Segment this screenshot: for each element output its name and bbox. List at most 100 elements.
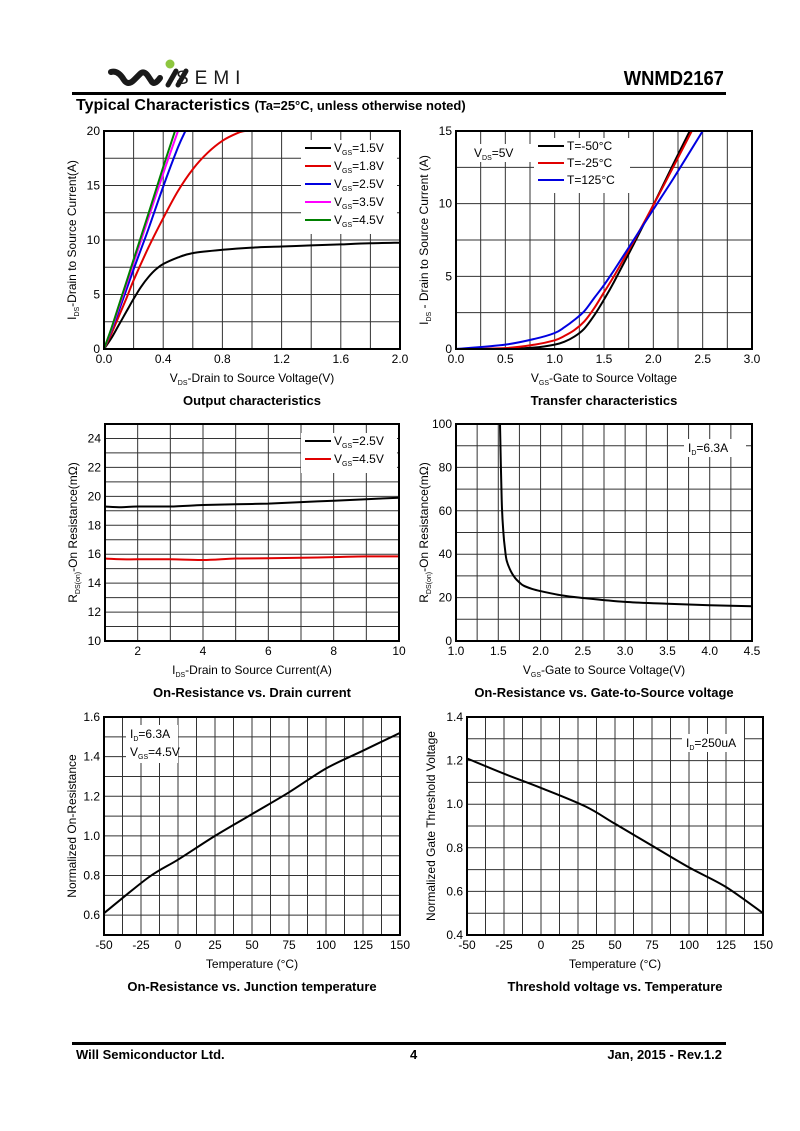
y-tick-label: 1.2 — [446, 754, 463, 768]
legend-label: VGS=2.5V — [334, 177, 384, 193]
x-axis-label-main: Temperature ( — [206, 957, 281, 971]
x-tick-label: 0.4 — [155, 352, 172, 366]
series-line-0 — [499, 423, 752, 608]
y-axis-label-rest: -Drain to Source Current(A) — [65, 160, 79, 307]
series-line-4 — [104, 130, 176, 349]
x-axis-label-sub: GS — [539, 380, 549, 387]
legend-label-main: V — [334, 177, 342, 191]
y-tick-label: 40 — [439, 547, 453, 561]
legend-label-rest: =4.5V — [352, 213, 384, 227]
y-axis-label-main: I — [65, 317, 79, 320]
x-tick-label: 0.5 — [497, 352, 514, 366]
legend-label-main: T=125 — [567, 173, 602, 187]
x-tick-label: 3.5 — [659, 644, 676, 658]
y-axis-label-sub: DS(on) — [426, 572, 433, 594]
footer-divider — [72, 1042, 726, 1045]
y-tick-label: 15 — [87, 179, 101, 193]
x-axis-label-main: V — [531, 371, 539, 385]
logo-w-mark — [108, 68, 163, 86]
annotation-rest: =6.3A — [138, 727, 170, 741]
y-axis-label-main: I — [417, 322, 431, 325]
x-axis-label-main: Temperature ( — [569, 957, 644, 971]
y-axis-label-sub: DS(on) — [75, 572, 82, 594]
x-tick-label: 50 — [245, 938, 259, 952]
annotation-sub: DS — [482, 155, 492, 162]
series-line-1 — [104, 130, 245, 349]
x-axis-label: VDS-Drain to Source Voltage(V) — [170, 371, 335, 387]
x-tick-label: 2.0 — [645, 352, 662, 366]
legend-label-main: V — [334, 159, 342, 173]
x-axis-label-sub: DS — [175, 672, 185, 679]
legend-label-rest: =2.5V — [352, 177, 384, 191]
legend-label-rest: °C — [599, 156, 613, 170]
y-tick-label: 16 — [88, 547, 102, 561]
plot-frame — [455, 423, 753, 642]
footer-company: Will Semiconductor Ltd. — [76, 1047, 225, 1062]
x-tick-label: 1.5 — [596, 352, 613, 366]
series-line-1 — [456, 130, 693, 349]
series-line-0 — [105, 496, 399, 509]
legend-label-rest: =1.8V — [352, 159, 384, 173]
annotation-background — [470, 144, 532, 162]
annotation-main: I — [130, 727, 133, 741]
y-tick-label: 10 — [87, 233, 101, 247]
section-title-text: Typical Characteristics — [76, 97, 251, 114]
y-axis-label-sub: DS — [426, 311, 433, 321]
x-tick-label: 1.0 — [448, 644, 465, 658]
y-tick-label: 0.4 — [446, 928, 463, 942]
y-tick-label: 1.0 — [446, 797, 463, 811]
x-axis-label: VGS-Gate to Source Voltage(V) — [523, 663, 685, 679]
x-tick-label: 150 — [390, 938, 410, 952]
x-tick-label: 10 — [392, 644, 406, 658]
y-tick-label: 15 — [439, 124, 453, 138]
y-axis-label: Normalized On-Resistance — [65, 754, 79, 898]
annotation-sub: D — [689, 745, 694, 752]
x-axis-label-main: V — [523, 663, 531, 677]
x-tick-label: 2.5 — [575, 644, 592, 658]
x-tick-label: 2.0 — [532, 644, 549, 658]
legend-label-main: V — [334, 141, 342, 155]
section-title: Typical Characteristics (Ta=25°C, unless… — [76, 97, 466, 115]
y-tick-label: 0 — [93, 342, 100, 356]
annotation: ID=250uA — [686, 736, 736, 752]
annotation-sub: GS — [138, 754, 148, 761]
annotation-rest: =4.5V — [148, 745, 180, 759]
y-axis-label-main: R — [66, 594, 80, 603]
annotation-sub: D — [133, 736, 138, 743]
legend-label-sub: GS — [342, 443, 352, 450]
legend-label-sub: GS — [342, 222, 352, 229]
x-tick-label: -50 — [95, 938, 113, 952]
y-tick-label: 1.6 — [83, 710, 100, 724]
legend-label: T=-50°C — [567, 139, 612, 153]
x-tick-label: 4.0 — [701, 644, 718, 658]
x-tick-label: -50 — [458, 938, 476, 952]
y-axis-label: Normalized Gate Threshold Voltage — [424, 731, 438, 921]
y-tick-label: 100 — [432, 417, 452, 431]
legend-label: VGS=3.5V — [334, 195, 384, 211]
y-axis-label: RDS(on)-On Resistance(mΩ) — [417, 462, 433, 603]
x-axis-label-main: V — [170, 371, 178, 385]
x-axis-label-rest: °C) — [644, 957, 661, 971]
chart-vth-vs-temp: -50 -25 0 25 50 75 100 125 150 0.4 0.6 0.8 1.0 1.2 1.4… — [424, 710, 773, 994]
annotation-rest: =6.3A — [696, 441, 728, 455]
annotation-rest: =5V — [492, 146, 514, 160]
y-tick-label: 0 — [445, 342, 452, 356]
annotation-main: V — [474, 146, 482, 160]
legend-label-rest: =4.5V — [352, 452, 384, 466]
chart-rds-vs-vgs: 1.0 1.5 2.0 2.5 3.0 3.5 4.0 4.5020406080100VGS-… — [417, 417, 761, 700]
legend-label-sub: GS — [342, 168, 352, 175]
legend-label-main: V — [334, 195, 342, 209]
x-tick-label: 25 — [571, 938, 585, 952]
x-tick-label: 0.0 — [448, 352, 465, 366]
y-tick-label: 0.8 — [83, 869, 100, 883]
header-divider — [72, 92, 726, 95]
y-tick-label: 22 — [88, 460, 102, 474]
annotation: ID=6.3A — [688, 441, 728, 457]
x-tick-label: 3.0 — [617, 644, 634, 658]
series-line-0 — [104, 731, 400, 914]
footer-page-number: 4 — [410, 1047, 418, 1062]
y-axis-label-main: Normalized On-Resistance — [65, 754, 79, 898]
legend-label-rest: °C — [599, 139, 613, 153]
